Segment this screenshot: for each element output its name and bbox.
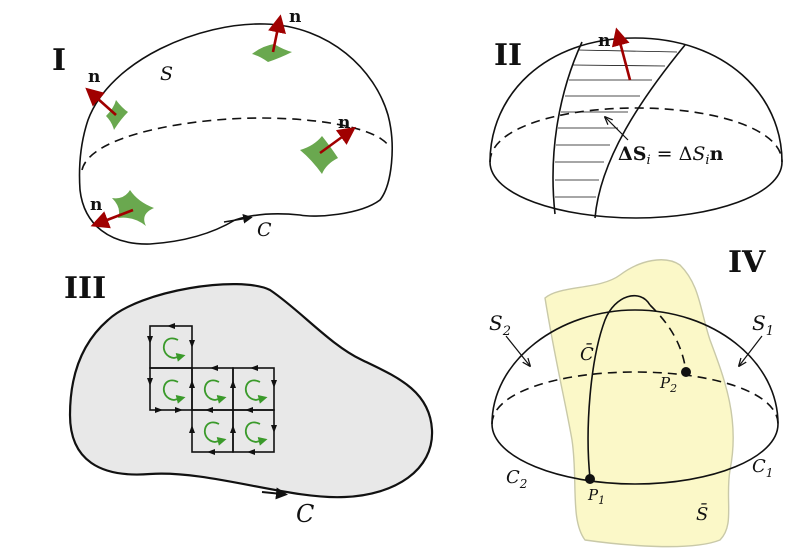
curve-c-bar-hidden bbox=[649, 304, 687, 373]
point-p2 bbox=[681, 367, 691, 377]
surface-label: S bbox=[160, 63, 173, 85]
normal-label: n bbox=[88, 67, 100, 87]
normal-label: n bbox=[598, 31, 610, 51]
strip-cross-lines bbox=[555, 49, 678, 198]
hemisphere-base-back bbox=[489, 107, 783, 163]
panel-one: I n n n n S C bbox=[52, 7, 393, 245]
element-pointer-arrow bbox=[605, 117, 629, 141]
normal-label: n bbox=[289, 7, 301, 27]
panel-four: IV S1 S2 C1 C2 C̄ S̄ P1 P2 bbox=[489, 245, 779, 548]
strip-right-edge bbox=[594, 44, 686, 219]
normal-label: n bbox=[338, 113, 350, 133]
curve-label: C bbox=[296, 500, 314, 528]
dome-surface-outline bbox=[78, 23, 393, 245]
surface-patch bbox=[106, 100, 128, 130]
circulation-arrows bbox=[163, 337, 268, 446]
area-element-equation: ΔSi = ΔSin bbox=[618, 143, 724, 168]
s1-pointer-arrow bbox=[739, 335, 763, 366]
normal-vector-arrow bbox=[319, 126, 356, 155]
panel-three: III C bbox=[64, 271, 434, 528]
hemisphere-outline bbox=[489, 37, 783, 163]
normal-label: n bbox=[90, 195, 102, 215]
hemisphere-base-front bbox=[491, 423, 779, 485]
surface-patch bbox=[252, 44, 292, 62]
normal-vector-arrow bbox=[90, 208, 134, 229]
region-boundary bbox=[68, 283, 434, 499]
dome-rim-dashed bbox=[81, 117, 391, 171]
boundary-curve-arrow bbox=[261, 487, 288, 500]
edge-arrows bbox=[147, 323, 277, 455]
curve-label: C bbox=[257, 219, 272, 241]
s2-pointer-arrow bbox=[505, 335, 530, 366]
normal-vector-arrow bbox=[268, 14, 286, 53]
hemisphere-base-front bbox=[489, 161, 783, 219]
boundary-curve-arrow bbox=[223, 214, 253, 224]
panel-two: II n ΔSi = ΔSin bbox=[489, 27, 783, 219]
p2-label: P2 bbox=[659, 374, 677, 395]
c2-label: C2 bbox=[506, 467, 527, 491]
surface-patch bbox=[112, 190, 154, 226]
surface-patch bbox=[300, 136, 338, 174]
strip-left-edge bbox=[552, 41, 583, 215]
s2-label: S2 bbox=[489, 311, 511, 339]
c-bar-label: C̄ bbox=[580, 342, 594, 365]
p1-label: P1 bbox=[587, 486, 605, 507]
s1-label: S1 bbox=[752, 311, 774, 339]
curve-c-bar bbox=[587, 294, 651, 479]
panel-one-label: I bbox=[52, 43, 66, 78]
point-p1 bbox=[585, 474, 595, 484]
panel-four-label: IV bbox=[728, 245, 766, 280]
panel-three-label: III bbox=[64, 271, 106, 306]
s-bar-label: S̄ bbox=[696, 502, 708, 525]
c1-label: C1 bbox=[752, 456, 773, 480]
hemisphere-base-back bbox=[491, 371, 779, 425]
panel-two-label: II bbox=[494, 38, 522, 73]
normal-vector-arrow bbox=[85, 87, 117, 116]
hemisphere-outline bbox=[491, 309, 779, 425]
normal-vector-arrow bbox=[611, 27, 632, 81]
